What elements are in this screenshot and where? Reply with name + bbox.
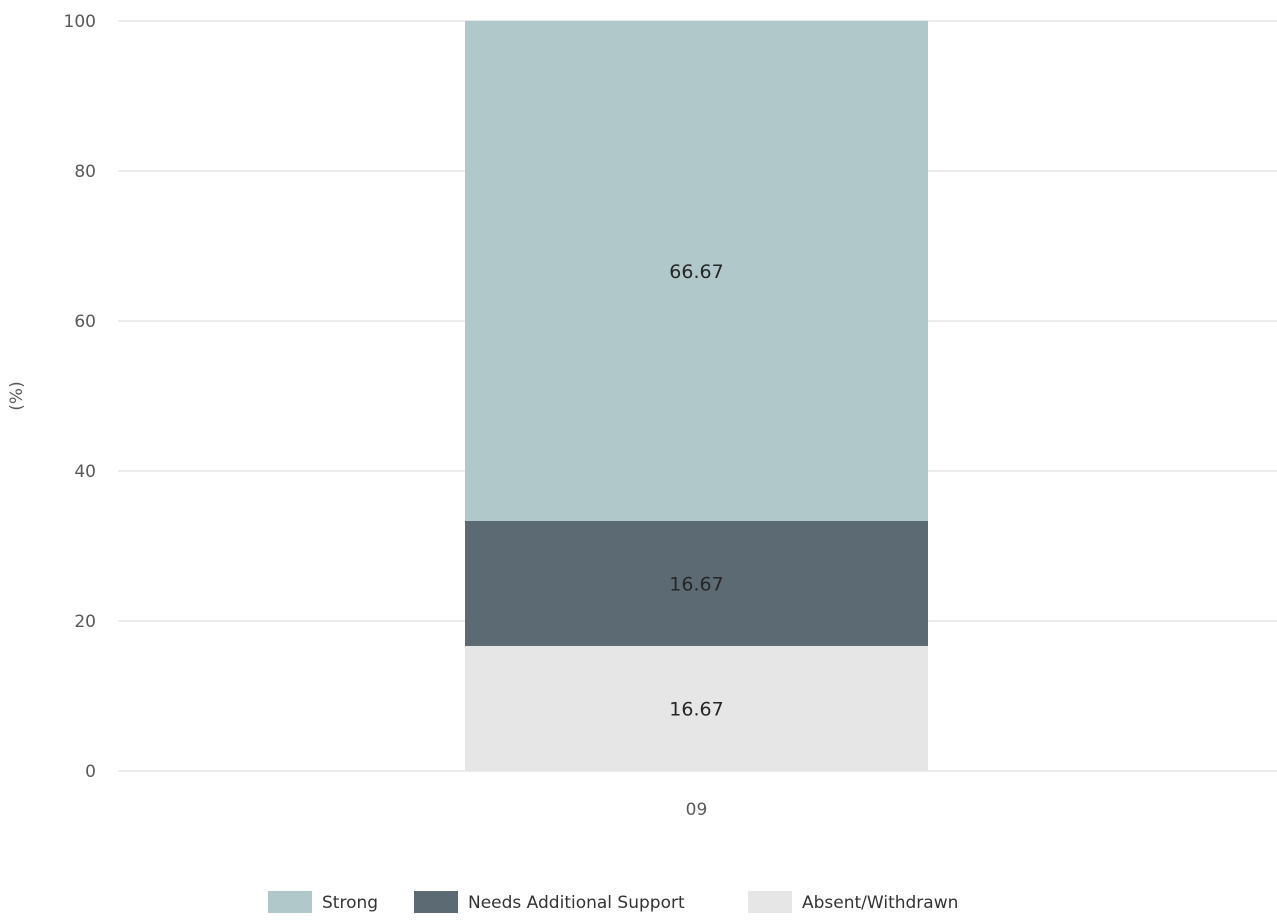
y-axis-ticks: 0 20 40 60 80 100 — [64, 12, 96, 782]
data-label: 16.67 — [669, 573, 723, 595]
legend-label: Strong — [322, 893, 378, 913]
bar-segment-needs-additional-support — [465, 520, 928, 646]
legend-label: Absent/Withdrawn — [802, 893, 958, 913]
data-label: 16.67 — [669, 698, 723, 720]
legend-swatch — [748, 891, 792, 913]
y-tick-label: 0 — [85, 762, 96, 782]
y-axis-title: (%) — [7, 381, 27, 410]
bar-segment-strong — [465, 20, 928, 521]
y-tick-label: 80 — [74, 162, 96, 182]
legend-swatch — [414, 891, 458, 913]
bars — [465, 20, 928, 771]
x-category-label: 09 — [686, 800, 708, 820]
y-tick-label: 60 — [74, 312, 96, 332]
data-labels: 16.67 16.67 66.67 — [669, 261, 723, 721]
legend-swatch — [268, 891, 312, 913]
legend-label: Needs Additional Support — [468, 893, 685, 913]
legend-item[interactable]: Strong — [268, 891, 378, 913]
bar-segment-absent-withdrawn — [465, 645, 928, 771]
legend-item[interactable]: Absent/Withdrawn — [748, 891, 958, 913]
x-axis-categories: 09 — [686, 800, 708, 820]
legend-item[interactable]: Needs Additional Support — [414, 891, 685, 913]
y-tick-label: 100 — [64, 12, 96, 32]
data-label: 66.67 — [669, 261, 723, 283]
y-tick-label: 20 — [74, 612, 96, 632]
y-tick-label: 40 — [74, 462, 96, 482]
legend: Strong Needs Additional Support Absent/Wit… — [268, 891, 958, 913]
